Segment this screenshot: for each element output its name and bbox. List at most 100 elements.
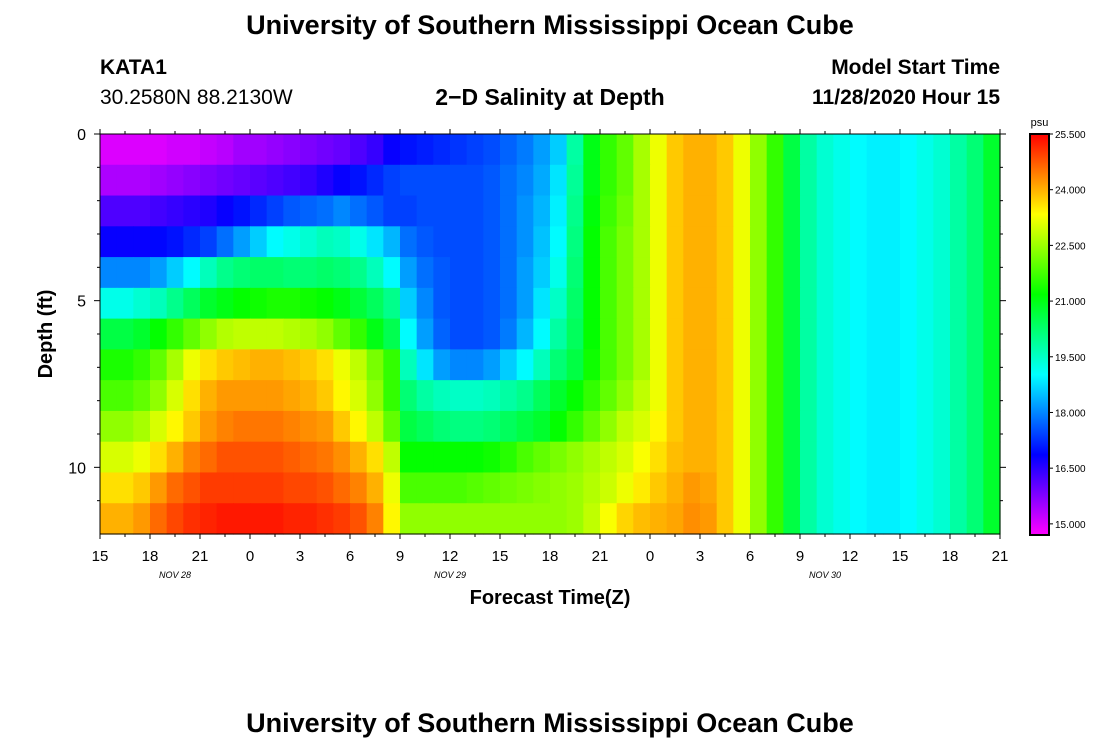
heatmap-cell (983, 441, 1001, 474)
heatmap-cell (716, 318, 734, 350)
heatmap-cell (200, 380, 218, 412)
heatmap-cell (883, 410, 901, 443)
heatmap-cell (933, 318, 951, 350)
heatmap-cell (583, 195, 601, 227)
heatmap-cell (350, 226, 368, 258)
heatmap-cell (466, 441, 484, 474)
heatmap-cell (866, 226, 884, 258)
heatmap-cell (916, 410, 934, 443)
heatmap-cell (166, 226, 184, 258)
heatmap-cell (500, 195, 518, 227)
heatmap-cell (716, 472, 734, 504)
heatmap-cell (716, 349, 734, 381)
heatmap-cell (150, 441, 168, 474)
heatmap-cell (450, 472, 468, 504)
heatmap-cell (683, 164, 701, 197)
heatmap-cell (683, 226, 701, 258)
heatmap-cell (183, 164, 201, 197)
station-id: KATA1 (100, 56, 167, 79)
heatmap-cell (716, 226, 734, 258)
heatmap-cell (516, 503, 534, 535)
heatmap-cell (383, 257, 401, 289)
heatmap-cell (166, 472, 184, 504)
heatmap-cell (616, 410, 634, 443)
heatmap-cell (300, 164, 318, 197)
heatmap-cell (983, 410, 1001, 443)
heatmap-cell (233, 410, 251, 443)
heatmap-cell (300, 226, 318, 258)
heatmap-cell (650, 226, 668, 258)
heatmap-cell (816, 380, 834, 412)
heatmap-cell (716, 257, 734, 289)
heatmap-cell (816, 503, 834, 535)
heatmap-cell (333, 318, 351, 350)
x-tick-label: 9 (796, 548, 804, 565)
heatmap-cell (366, 164, 384, 197)
heatmap-cell (983, 195, 1001, 227)
heatmap-cell (133, 287, 151, 320)
heatmap-cell (216, 226, 234, 258)
heatmap-cell (800, 380, 818, 412)
heatmap-cell (566, 318, 584, 350)
heatmap-cell (283, 472, 301, 504)
heatmap-cell (933, 349, 951, 381)
heatmap-cell (666, 226, 684, 258)
heatmap-cell (716, 164, 734, 197)
heatmap-cell (500, 441, 518, 474)
heatmap-cell (883, 257, 901, 289)
heatmap-cell (883, 164, 901, 197)
heatmap-cell (933, 287, 951, 320)
heatmap-cell (216, 441, 234, 474)
heatmap-cell (283, 503, 301, 535)
heatmap-cell (833, 503, 851, 535)
heatmap-cell (850, 318, 868, 350)
heatmap-cell (583, 318, 601, 350)
heatmap-cell (533, 164, 551, 197)
heatmap-cell (216, 410, 234, 443)
heatmap-cell (516, 226, 534, 258)
x-tick-label: 15 (92, 548, 109, 565)
heatmap-cell (266, 195, 284, 227)
heatmap-cell (633, 134, 651, 166)
heatmap-cell (400, 164, 418, 197)
heatmap-cell (866, 503, 884, 535)
heatmap-cell (400, 318, 418, 350)
heatmap-cell (133, 257, 151, 289)
colorbar-tick-label: 25.500 (1055, 130, 1086, 141)
colorbar-unit: psu (1031, 117, 1049, 129)
heatmap-cell (583, 410, 601, 443)
heatmap-cell (950, 441, 968, 474)
heatmap-cell (966, 318, 984, 350)
heatmap-cell (966, 441, 984, 474)
heatmap-cell (233, 472, 251, 504)
heatmap-cell (416, 380, 434, 412)
heatmap-cell (366, 472, 384, 504)
heatmap-cell (766, 349, 784, 381)
heatmap-cell (550, 257, 568, 289)
heatmap-cell (566, 380, 584, 412)
heatmap-cell (500, 318, 518, 350)
heatmap-cell (600, 410, 618, 443)
heatmap-cell (600, 257, 618, 289)
heatmap-cell (233, 441, 251, 474)
heatmap-cell (783, 472, 801, 504)
heatmap-cell (483, 472, 501, 504)
heatmap-cell (800, 164, 818, 197)
heatmap-cell (116, 195, 134, 227)
heatmap-cell (683, 195, 701, 227)
heatmap-cell (433, 380, 451, 412)
heatmap-cell (483, 287, 501, 320)
heatmap-cell (700, 257, 718, 289)
heatmap-cell (200, 164, 218, 197)
heatmap-cell (866, 287, 884, 320)
heatmap-cell (150, 287, 168, 320)
heatmap-cell (950, 195, 968, 227)
heatmap-cell (833, 318, 851, 350)
heatmap-cell (266, 134, 284, 166)
heatmap-cell (883, 441, 901, 474)
heatmap-cell (133, 380, 151, 412)
heatmap-cell (733, 472, 751, 504)
heatmap-cell (550, 287, 568, 320)
heatmap-cell (750, 410, 768, 443)
heatmap-cell (116, 164, 134, 197)
